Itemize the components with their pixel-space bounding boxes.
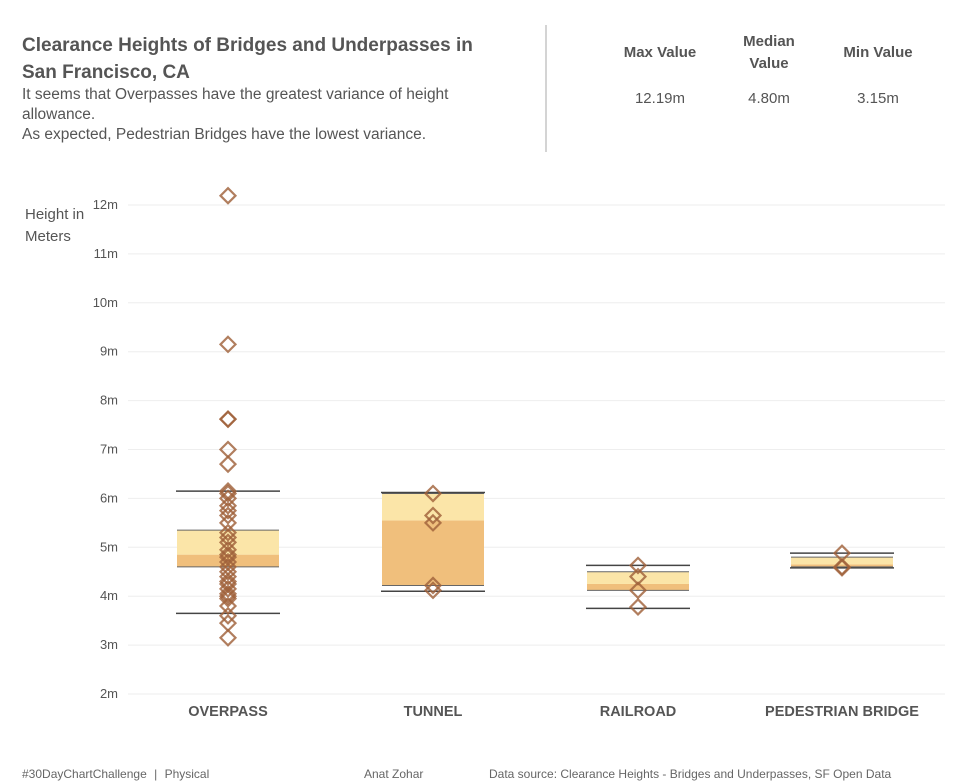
data-point [218, 567, 238, 586]
stat-value: 3.15m [857, 90, 899, 107]
x-category-label: RAILROAD [600, 704, 677, 720]
x-category-label: PEDESTRIAN BRIDGE [765, 704, 919, 720]
data-point [218, 545, 238, 564]
data-point [423, 513, 443, 532]
median-value-stat: Median Value 4.80m [704, 30, 834, 107]
data-point [628, 581, 648, 600]
stat-value: 12.19m [634, 90, 686, 107]
data-point [218, 484, 238, 503]
data-point [218, 579, 238, 598]
data-point [218, 606, 238, 625]
y-tick-label: 11m [94, 246, 118, 261]
x-category-label: TUNNEL [404, 704, 463, 720]
data-point [218, 562, 238, 581]
y-tick-label: 7m [100, 442, 118, 457]
min-value-stat: Min Value 3.15m [813, 30, 943, 107]
y-tick-label: 12m [93, 197, 118, 212]
header-divider [545, 25, 547, 152]
y-tick-label: 5m [100, 539, 118, 554]
box-plot-chart: 2m 3m 4m 5m 6m 7m 8m 9m 10m 11m 12m OVERPASS TUNNEL R… [93, 186, 945, 720]
data-point [218, 455, 238, 474]
x-category-label: OVERPASS [188, 704, 268, 720]
data-point [218, 528, 238, 547]
data-point [218, 506, 238, 525]
max-value-stat: Max Value 12.19m [595, 30, 725, 107]
data-point [218, 501, 238, 520]
data-point [218, 540, 238, 559]
box-upper-half [587, 571, 689, 584]
footer-separator: | [154, 767, 158, 781]
data-point [218, 628, 238, 647]
data-point [218, 596, 238, 616]
box-lower-half [587, 583, 689, 591]
data-point [628, 597, 648, 617]
data-point [423, 484, 443, 503]
footer-hashtag: #30DayChartChallenge | Physical [22, 767, 209, 781]
y-tick-label: 4m [100, 588, 118, 603]
stat-label: Min Value [843, 44, 913, 61]
data-point [218, 496, 238, 515]
subtitle-line: It seems that Overpasses have the greate… [22, 86, 449, 123]
footer-source: Data source: Clearance Heights - Bridges… [489, 767, 892, 781]
y-tick-label: 3m [100, 637, 118, 652]
box-lower-half [791, 564, 893, 567]
y-tick-label: 8m [100, 393, 118, 408]
data-point [832, 558, 852, 577]
y-tick-label: 6m [100, 490, 118, 505]
data-point [218, 523, 238, 542]
y-tick-label: 2m [100, 686, 118, 701]
data-point [218, 584, 238, 603]
footer-author: Anat Zohar [364, 767, 424, 781]
stat-label: Median Value [743, 33, 795, 72]
y-tick-label: 10m [93, 295, 118, 310]
chart-title: Clearance Heights of Bridges and Underpa… [22, 35, 473, 83]
hashtag-text: #30DayChartChallenge [22, 767, 147, 781]
subtitle-line: As expected, Pedestrian Bridges have the… [22, 126, 427, 143]
data-point [218, 589, 238, 608]
data-point [423, 581, 443, 600]
stat-value: 4.80m [748, 90, 790, 107]
data-point [218, 489, 238, 508]
data-point [218, 335, 238, 354]
y-tick-label: 9m [100, 344, 118, 359]
chart-subtitle: It seems that Overpasses have the greate… [22, 85, 492, 145]
y-axis-label: Height in Meters [25, 206, 85, 245]
data-point [218, 186, 238, 205]
data-point [218, 587, 238, 606]
theme-text: Physical [164, 767, 210, 781]
data-point [628, 556, 648, 575]
data-point [423, 576, 443, 595]
data-point [423, 506, 443, 525]
data-point [218, 410, 238, 429]
stat-label: Max Value [623, 44, 697, 61]
data-point [218, 410, 238, 429]
